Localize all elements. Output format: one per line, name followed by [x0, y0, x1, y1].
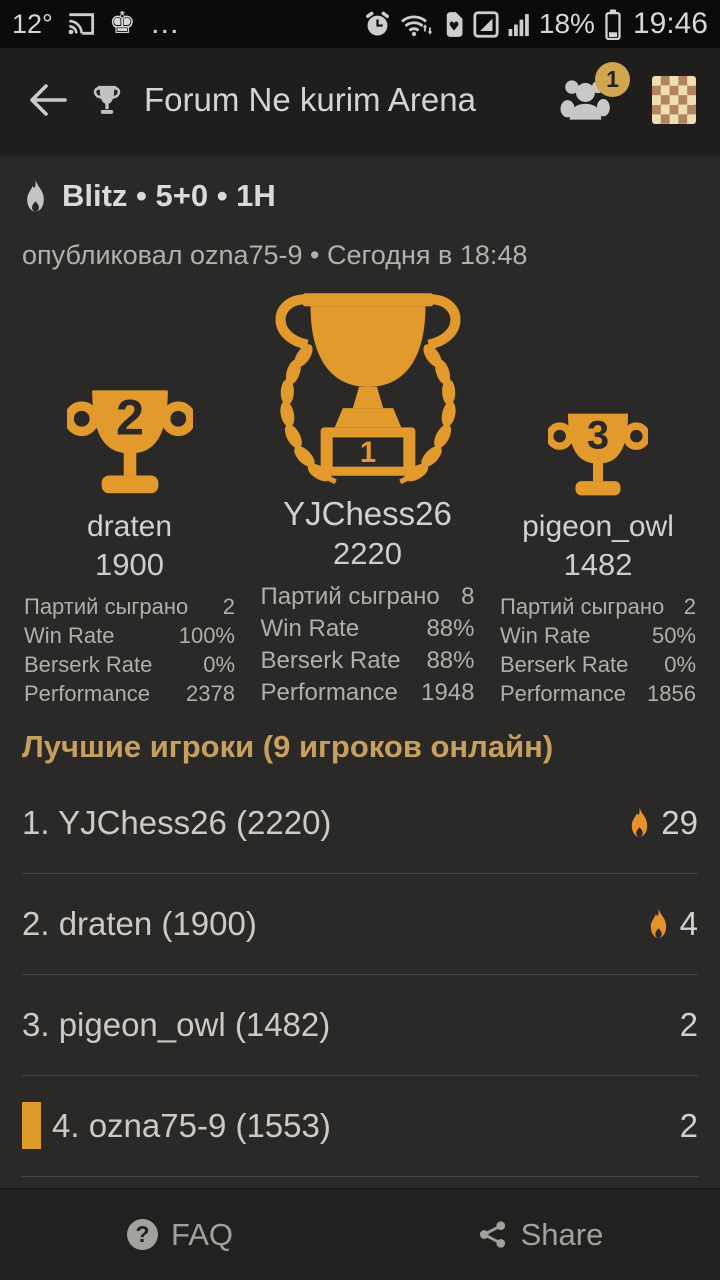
back-button[interactable] [24, 78, 70, 122]
leaderboard-row[interactable]: 2. draten (1900) 4 [22, 874, 698, 975]
alarm-icon [364, 11, 391, 38]
stat-label: Performance [24, 681, 150, 707]
player-stats: Партий сыграно 2 Win Rate 50% Berserk Rate… [498, 592, 698, 709]
svg-text:3: 3 [587, 413, 609, 457]
podium-third-place[interactable]: 3 pigeon_owl 1482 Партий сыграно 2 Win Ra… [498, 410, 698, 709]
player-name[interactable]: draten [86, 509, 173, 543]
app-header: Forum Ne kurim Arena 1 [0, 48, 720, 152]
stat-label: Win Rate [260, 614, 360, 642]
bottom-action-bar: ? FAQ Share [0, 1188, 720, 1280]
stat-value: 88% [426, 646, 475, 674]
stat-value: 100% [178, 622, 235, 648]
stat-label: Berserk Rate [260, 646, 401, 674]
trophy-3-icon: 3 [548, 413, 648, 495]
chess-king-icon: ♚ [108, 6, 136, 41]
stat-label: Berserk Rate [24, 652, 153, 678]
stat-value: 50% [651, 622, 696, 648]
stat-value: 2 [683, 593, 696, 619]
stat-label: Performance [500, 681, 626, 707]
player-score: 29 [661, 803, 698, 841]
player-name[interactable]: pigeon_owl [522, 509, 674, 543]
battery-percent-label: 18% [538, 8, 595, 39]
wifi-arrows-icon [400, 11, 434, 38]
stat-label: Berserk Rate [500, 652, 629, 678]
stat-value: 2378 [186, 681, 235, 707]
player-stats: Партий сыграно 2 Win Rate 100% Berserk Rat… [22, 592, 237, 709]
stat-label: Win Rate [500, 622, 591, 648]
stat-value: 1856 [647, 681, 696, 707]
player-rating: 1482 [563, 546, 633, 582]
trophy-1-icon: 1 [275, 293, 460, 485]
share-button[interactable]: Share [360, 1189, 720, 1280]
people-icon [560, 80, 610, 120]
svg-text:1: 1 [359, 437, 375, 469]
player-score: 4 [679, 904, 698, 942]
player-score: 2 [679, 1005, 698, 1043]
leaderboard-row-current-user[interactable]: 4. ozna75-9 (1553) 2 [22, 1076, 698, 1177]
share-icon [479, 1221, 505, 1248]
streak-flame-icon [632, 807, 648, 838]
player-entry: 2. draten (1900) [22, 904, 257, 942]
current-user-marker [22, 1102, 41, 1150]
faq-button[interactable]: ? FAQ [0, 1189, 360, 1280]
status-bar: 12° ♚ … [0, 0, 720, 48]
cast-icon [67, 12, 95, 36]
stat-label: Партий сыграно [24, 593, 189, 619]
player-entry: 1. YJChess26 (2220) [22, 803, 332, 841]
stat-value: 0% [664, 652, 696, 678]
temperature-label: 12° [12, 8, 53, 39]
stat-label: Win Rate [24, 622, 115, 648]
stat-label: Performance [260, 678, 398, 706]
tournament-page: Blitz • 5+0 • 1H опубликовал ozna75-9 • … [0, 178, 720, 1278]
signal-box-icon [473, 10, 499, 38]
blitz-flame-icon [27, 179, 44, 212]
trophy-2-icon: 2 [66, 388, 193, 493]
signal-bars-icon [508, 11, 530, 37]
tournament-byline: опубликовал ozna75-9 • Сегодня в 18:48 [22, 240, 528, 270]
tournament-title: Blitz • 5+0 • 1H [62, 178, 276, 213]
player-rating: 1900 [95, 546, 164, 582]
stat-value: 8 [461, 583, 475, 610]
player-entry: 4. ozna75-9 (1553) [52, 1106, 331, 1144]
stat-value: 2 [222, 593, 235, 619]
stat-value: 0% [203, 652, 235, 678]
chessboard-icon[interactable] [652, 76, 696, 124]
player-name[interactable]: YJChess26 [283, 495, 452, 532]
battery-icon [604, 9, 622, 40]
player-entry: 3. pigeon_owl (1482) [22, 1005, 331, 1043]
stat-label: Партий сыграно [500, 593, 665, 619]
trophy-icon [90, 83, 124, 117]
podium-first-place[interactable]: 1 YJChess26 2220 Партий сыграно 8 Win Rat… [237, 287, 498, 709]
svg-text:2: 2 [115, 388, 143, 445]
stat-value: 1948 [421, 678, 475, 706]
leaderboard-row[interactable]: 1. YJChess26 (2220) 29 [22, 773, 698, 874]
player-rating: 2220 [333, 536, 402, 571]
stat-value: 88% [426, 614, 475, 642]
sim-heart-icon: ♥ [443, 11, 464, 38]
leaderboard-heading: Лучшие игроки (9 игроков онлайн) [22, 728, 554, 764]
faq-label: FAQ [170, 1216, 233, 1252]
notification-badge: 1 [595, 62, 630, 97]
podium-second-place[interactable]: 2 draten 1900 Партий сыграно 2 Win Rate 10… [22, 386, 237, 709]
svg-text:♥: ♥ [448, 19, 459, 33]
leaderboard-row[interactable]: 3. pigeon_owl (1482) 2 [22, 975, 698, 1076]
podium: 2 draten 1900 Партий сыграно 2 Win Rate 10… [22, 287, 698, 709]
more-notifications: … [149, 7, 182, 40]
player-score: 2 [679, 1106, 698, 1144]
players-online-button[interactable]: 1 [560, 62, 630, 124]
stat-label: Партий сыграно [260, 583, 440, 610]
page-title: Forum Ne kurim Arena [144, 81, 476, 118]
player-stats: Партий сыграно 8 Win Rate 88% Berserk Rate… [259, 581, 477, 709]
share-label: Share [520, 1216, 604, 1252]
tournament-title-row: Blitz • 5+0 • 1H [22, 178, 698, 214]
streak-flame-icon [650, 908, 666, 939]
question-mark-icon: ? [126, 1219, 158, 1250]
clock-label: 19:46 [632, 7, 708, 40]
